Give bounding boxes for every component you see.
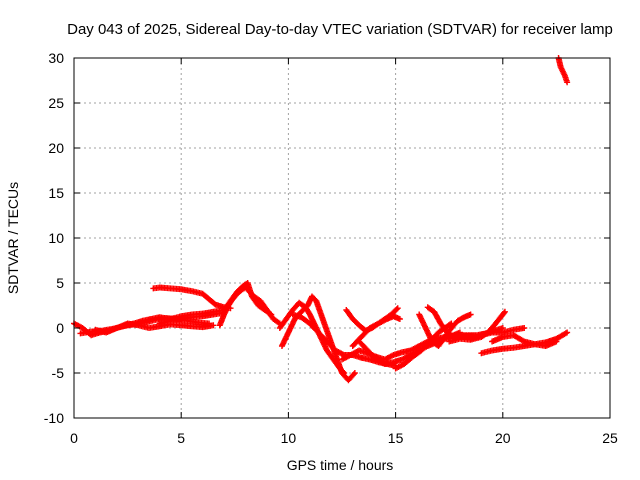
x-tick-label: 0 xyxy=(70,430,78,446)
chart-title: Day 043 of 2025, Sidereal Day-to-day VTE… xyxy=(67,21,613,38)
y-tick-label: 20 xyxy=(48,140,64,156)
data-point xyxy=(564,79,571,86)
series-arc-3 xyxy=(92,320,217,336)
data-series xyxy=(71,55,571,384)
data-point xyxy=(210,322,217,329)
y-axis-label: SDTVAR / TECUs xyxy=(5,182,21,294)
y-tick-label: 15 xyxy=(48,185,64,201)
x-tick-label: 20 xyxy=(495,430,511,446)
axis-ticks: 0 5 10 15 20 25 -10 -5 0 5 10 15 20 25 30 xyxy=(44,50,618,446)
series-arc-16 xyxy=(416,311,474,349)
series-arc-4 xyxy=(150,284,234,312)
data-point xyxy=(351,370,358,376)
data-point xyxy=(396,316,403,322)
data-point xyxy=(501,308,508,315)
data-point xyxy=(266,310,273,317)
y-tick-label: -5 xyxy=(52,365,65,381)
x-tick-label: 5 xyxy=(177,430,185,446)
y-tick-label: 30 xyxy=(48,50,64,66)
data-point xyxy=(467,311,474,318)
data-point xyxy=(501,309,508,316)
data-point xyxy=(553,338,560,345)
data-point xyxy=(394,305,401,312)
y-tick-label: 0 xyxy=(56,320,64,336)
series-arc-7 xyxy=(221,280,275,318)
y-tick-label: 25 xyxy=(48,95,64,111)
x-tick-label: 10 xyxy=(281,430,297,446)
data-point xyxy=(350,371,357,378)
data-point xyxy=(393,306,400,313)
data-point xyxy=(564,329,571,336)
series-arc-20 xyxy=(467,325,528,342)
data-point xyxy=(268,311,275,318)
data-point xyxy=(521,325,528,331)
x-axis-label: GPS time / hours xyxy=(287,457,394,473)
y-tick-label: -10 xyxy=(44,410,64,426)
series-arc-13 xyxy=(349,313,403,349)
y-tick-label: 5 xyxy=(56,275,64,291)
series-arc-21 xyxy=(489,332,560,349)
x-tick-label: 15 xyxy=(388,430,404,446)
series-arc-17 xyxy=(424,304,506,340)
y-tick-label: 10 xyxy=(48,230,64,246)
series-arc-22 xyxy=(555,55,571,86)
x-tick-label: 25 xyxy=(602,430,618,446)
